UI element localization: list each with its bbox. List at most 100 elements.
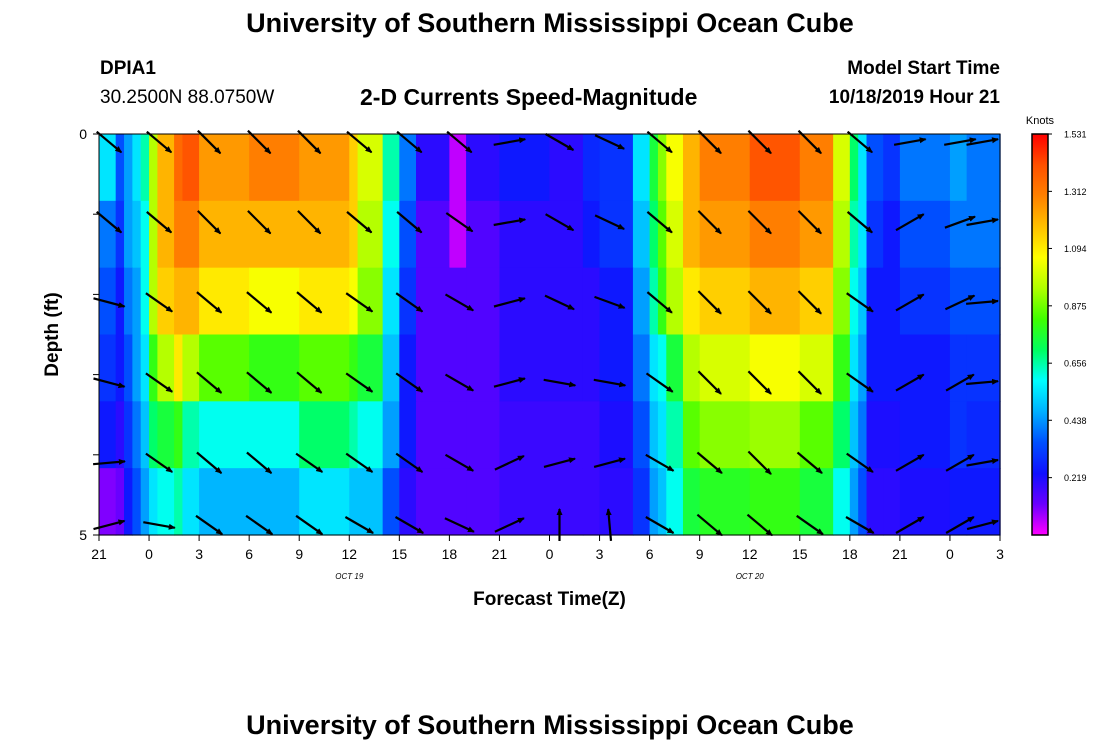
current-arrow [645, 516, 675, 534]
heat-cell [858, 200, 868, 269]
current-arrow [493, 217, 527, 227]
heat-cell [582, 200, 601, 269]
heat-cell [682, 267, 701, 336]
heat-cell [632, 334, 651, 402]
heat-cell [799, 267, 834, 336]
heat-cell [799, 200, 834, 269]
current-arrow [895, 213, 925, 232]
heat-cell [199, 334, 250, 402]
heat-cell [149, 200, 158, 269]
heat-cell [749, 134, 801, 202]
heat-cell [966, 200, 1001, 269]
heat-cell [140, 334, 150, 402]
heat-cell [749, 200, 801, 269]
current-arrow [543, 457, 576, 468]
heat-cell [140, 468, 150, 536]
heat-cell [132, 334, 142, 402]
current-arrow [346, 130, 373, 154]
heat-cell [657, 134, 667, 202]
current-arrow [297, 210, 322, 235]
heat-cell [149, 401, 158, 469]
heat-cell [657, 401, 667, 469]
current-arrow [543, 378, 577, 388]
current-arrow [247, 210, 272, 235]
x-axis-label: Forecast Time(Z) [473, 589, 626, 610]
current-arrow [394, 516, 425, 534]
current-arrow [146, 130, 173, 154]
heat-cell [582, 334, 601, 402]
heat-cell [466, 401, 501, 469]
heat-cell [99, 401, 117, 469]
colorbar-tick-label: 0.219 [1064, 473, 1087, 483]
current-arrow [395, 372, 424, 393]
heat-cell [899, 468, 951, 536]
heat-cell [599, 401, 634, 469]
heat-cell [99, 468, 117, 536]
current-arrow [345, 292, 374, 313]
current-arrow [696, 513, 723, 537]
heat-cell [416, 134, 450, 202]
heat-cell [582, 401, 601, 469]
x-tick-label: 21 [892, 546, 908, 562]
current-arrow [296, 291, 323, 314]
page-title: University of Southern Mississippi Ocean… [246, 8, 854, 38]
current-arrow [395, 292, 424, 313]
heat-cell [382, 468, 400, 536]
heat-cell [132, 468, 142, 536]
current-arrow [646, 211, 673, 234]
current-arrow [944, 294, 976, 311]
current-arrow [747, 290, 772, 315]
current-arrow [895, 453, 925, 472]
heat-cell [599, 468, 634, 536]
current-arrow [594, 134, 626, 150]
heat-cell [466, 267, 501, 336]
heat-cell [649, 200, 659, 269]
heat-cell [124, 267, 133, 336]
heat-cell [199, 401, 250, 469]
heat-cell [699, 401, 751, 469]
current-arrow [195, 514, 224, 536]
current-arrow [395, 452, 424, 473]
heat-cell [699, 200, 751, 269]
heat-cell [866, 401, 884, 469]
heat-cell [582, 267, 601, 336]
heat-cell [115, 468, 125, 536]
current-arrow [747, 450, 772, 475]
heat-cell [858, 468, 868, 536]
current-arrow [593, 457, 626, 468]
heat-cell [858, 334, 868, 402]
current-arrow [95, 130, 123, 154]
current-arrow [196, 291, 223, 314]
heat-cell [883, 334, 901, 402]
current-arrow [444, 373, 475, 392]
y-axis-label: Depth (ft) [42, 292, 63, 376]
current-arrow [747, 210, 772, 235]
current-arrow [966, 458, 999, 467]
heat-cell [582, 134, 601, 202]
current-arrow [396, 211, 423, 234]
heat-cell [382, 134, 400, 202]
heat-cell [349, 134, 359, 202]
heat-cell [99, 334, 117, 402]
date-label: OCT 20 [736, 572, 765, 581]
colorbar-tick-label: 0.438 [1064, 416, 1087, 426]
heat-cell [632, 267, 651, 336]
heat-cell [416, 267, 450, 336]
heat-cell [349, 401, 359, 469]
x-tick-label: 18 [442, 546, 458, 562]
heat-cell [249, 134, 300, 202]
heat-cell [799, 401, 834, 469]
heat-cell [182, 134, 200, 202]
current-arrow [846, 292, 874, 313]
heat-cell [449, 134, 467, 202]
heat-cell [666, 334, 684, 402]
heat-cell [182, 401, 200, 469]
heat-cell [357, 401, 384, 469]
heat-cell [349, 267, 359, 336]
heat-cell [157, 401, 175, 469]
heat-cell [749, 468, 801, 536]
x-tick-label: 3 [195, 546, 203, 562]
x-tick-label: 21 [492, 546, 508, 562]
heat-cell [666, 267, 684, 336]
